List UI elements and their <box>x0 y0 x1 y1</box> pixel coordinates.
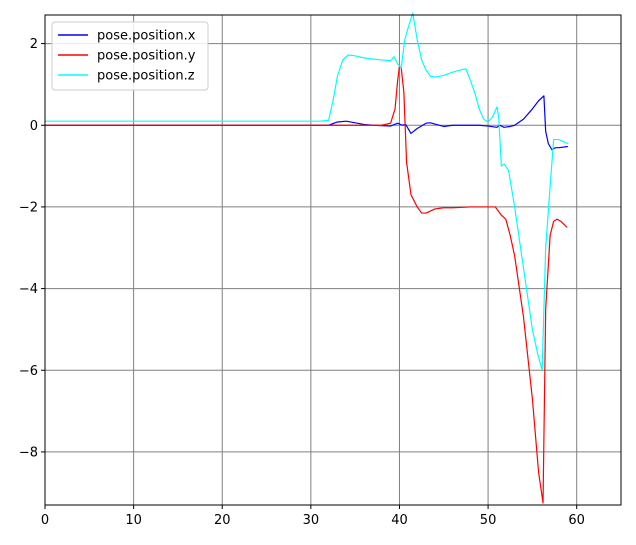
y-tick-label: −4 <box>19 282 38 297</box>
series-line-3 <box>45 12 569 371</box>
y-tick-label: −6 <box>19 364 38 379</box>
legend-label: pose.position.x <box>97 29 196 44</box>
series-lines <box>45 12 569 504</box>
legend-label: pose.position.y <box>97 49 196 64</box>
x-tick-label: 20 <box>214 513 231 528</box>
x-axis-ticks: 0 10 20 30 40 50 60 <box>41 505 585 528</box>
plot-frame <box>44 14 622 506</box>
legend-label: pose.position.z <box>97 69 195 84</box>
x-tick-label: 0 <box>41 513 49 528</box>
y-tick-label: 2 <box>30 37 38 52</box>
y-axis-ticks: 2 0 −2 −4 −6 −8 <box>19 37 45 460</box>
x-tick-label: 40 <box>391 513 408 528</box>
legend-box <box>51 21 209 91</box>
y-tick-label: 0 <box>30 119 38 134</box>
x-tick-label: 60 <box>568 513 585 528</box>
legend: pose.position.x pose.position.y pose.posit… <box>51 21 209 91</box>
y-tick-label: −2 <box>19 200 38 215</box>
plot-background <box>45 15 621 505</box>
series-line-2 <box>45 65 568 504</box>
x-tick-label: 30 <box>303 513 320 528</box>
x-tick-label: 50 <box>480 513 497 528</box>
x-tick-label: 10 <box>125 513 142 528</box>
y-tick-label: −8 <box>19 445 38 460</box>
